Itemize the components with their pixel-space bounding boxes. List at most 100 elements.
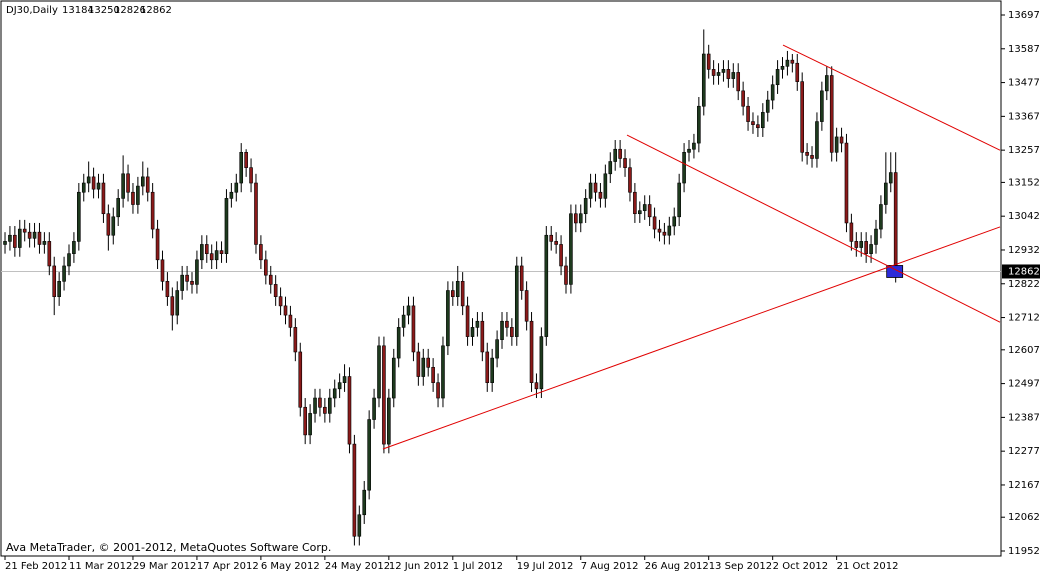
candle-body <box>529 320 534 383</box>
candle-body <box>844 142 849 224</box>
candle-body <box>854 241 859 248</box>
candle-body <box>608 161 613 175</box>
candle-body <box>795 62 800 82</box>
candle-body <box>150 191 155 230</box>
price-tag <box>1002 264 1040 279</box>
candle-body <box>421 357 426 377</box>
x-tick-label: 21 Feb 2012 <box>5 561 67 572</box>
candle-body <box>706 53 711 70</box>
price-tag-label: 12862 <box>1008 266 1040 277</box>
candle-body <box>692 142 696 150</box>
candle-body <box>574 213 578 224</box>
candle-body <box>136 185 140 205</box>
candle-body <box>239 152 244 184</box>
candle-body <box>195 259 199 285</box>
candle-body <box>765 99 770 113</box>
y-tick-label: 12387 <box>1008 412 1040 423</box>
candle-body <box>736 72 741 92</box>
candle-body <box>864 241 868 254</box>
candle-body <box>785 59 790 67</box>
candle-body <box>731 72 736 79</box>
candle-body <box>879 204 883 230</box>
candle-body <box>495 339 499 359</box>
candle-body <box>308 413 312 436</box>
y-tick-label: 11952 <box>1008 546 1040 557</box>
candle-body <box>180 274 184 291</box>
candle-body <box>8 234 12 242</box>
y-tick-label: 12822 <box>1008 279 1040 290</box>
candle-body <box>298 351 303 408</box>
y-tick-label: 12277 <box>1008 446 1040 457</box>
candle-body <box>141 176 145 187</box>
candle-body <box>741 90 745 107</box>
candle-body <box>603 173 608 199</box>
candle-body <box>27 231 32 239</box>
candle-body <box>116 198 120 218</box>
candle-body <box>37 231 42 245</box>
x-tick-label: 21 Oct 2012 <box>837 561 899 572</box>
candle-body <box>441 345 445 399</box>
candle-body <box>559 244 563 267</box>
candle-body <box>505 320 509 328</box>
candle-body <box>313 397 317 414</box>
candle-body <box>623 158 627 168</box>
candle-body <box>544 234 549 337</box>
candle-body <box>357 514 362 537</box>
ohlc-value: 12862 <box>140 5 172 16</box>
candle-body <box>72 241 76 254</box>
candle-body <box>372 397 376 420</box>
candle-body <box>259 244 263 261</box>
candle-body <box>618 148 622 159</box>
candle-body <box>569 213 573 285</box>
candle-body <box>642 204 647 211</box>
candle-body <box>185 274 189 282</box>
candle-body <box>91 176 96 190</box>
candle-body <box>170 296 175 316</box>
candle-body <box>869 244 873 254</box>
candle-body <box>583 198 588 215</box>
y-tick-label: 13477 <box>1008 78 1040 89</box>
candle-body <box>780 65 785 70</box>
candle-body <box>514 265 519 337</box>
candle-body <box>175 290 180 316</box>
candle-body <box>318 397 322 408</box>
candle-body <box>824 75 829 92</box>
candle-body <box>396 327 401 359</box>
candle-body <box>155 228 160 261</box>
candle-body <box>131 191 135 205</box>
x-tick-label: 1 Jul 2012 <box>453 561 503 572</box>
candle-body <box>820 90 824 122</box>
candle-body <box>214 250 219 261</box>
candle-body <box>770 84 775 101</box>
ohlc-value: 13184 <box>62 5 94 16</box>
candle-body <box>362 489 367 516</box>
x-tick-label: 26 Aug 2012 <box>645 561 709 572</box>
candle-body <box>524 290 529 322</box>
candle-body <box>657 228 662 233</box>
candle-body <box>716 72 721 76</box>
candle-body <box>273 284 278 297</box>
candle-body <box>554 241 558 245</box>
candle-body <box>254 182 258 245</box>
x-tick-label: 7 Aug 2012 <box>581 561 639 572</box>
ohlc-value: 13250 <box>88 5 120 16</box>
candle-body <box>17 228 22 248</box>
candle-body <box>721 69 726 73</box>
candle-body <box>293 327 298 353</box>
y-tick-label: 13697 <box>1008 10 1040 21</box>
candle-body <box>337 382 342 390</box>
x-tick-label: 17 Apr 2012 <box>197 561 259 572</box>
candle-body <box>465 305 470 337</box>
candle-body <box>13 234 17 248</box>
candle-body <box>859 241 864 248</box>
footer: Ava MetaTrader, © 2001-2012, MetaQuotes … <box>6 541 331 554</box>
candle-body <box>662 231 667 236</box>
candle-body <box>288 314 293 328</box>
y-tick-label: 13587 <box>1008 44 1040 55</box>
x-tick-label: 12 Jun 2012 <box>389 561 449 572</box>
candle-body <box>549 234 554 242</box>
candle-body <box>470 327 475 337</box>
candle-body <box>687 148 691 153</box>
candle-body <box>244 152 248 168</box>
